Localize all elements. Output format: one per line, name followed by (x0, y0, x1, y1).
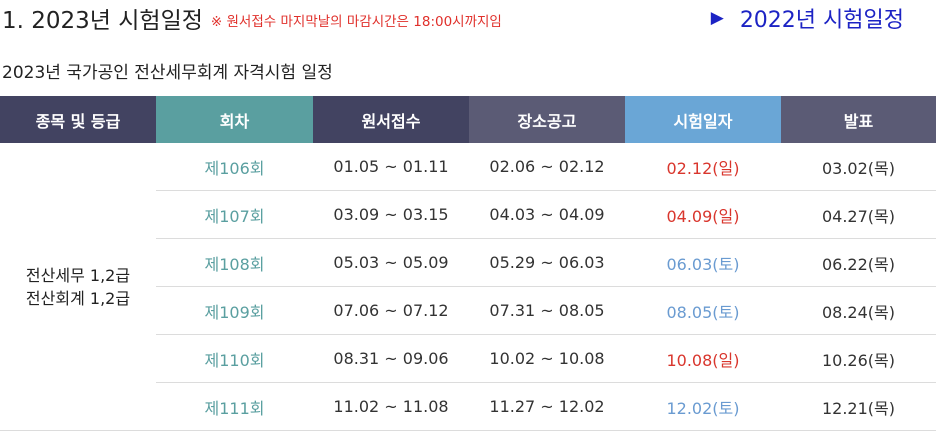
table-header-row: 종목 및 등급 회차 원서접수 장소공고 시험일자 발표 (0, 96, 936, 143)
exam-date-cell: 06.03(토) (625, 238, 781, 287)
application-cell: 01.05 ~ 01.11 (313, 143, 469, 191)
header-location: 장소공고 (469, 96, 625, 143)
header-round: 회차 (156, 96, 313, 143)
exam-date-cell: 02.12(일) (625, 143, 781, 191)
result-cell: 04.27(목) (781, 190, 936, 239)
location-cell: 05.29 ~ 06.03 (469, 238, 625, 287)
round-cell: 제106회 (156, 143, 313, 191)
table-row: 제110회 08.31 ~ 09.06 10.02 ~ 10.08 10.08(… (0, 334, 936, 383)
round-cell: 제108회 (156, 238, 313, 287)
prev-year-schedule-link[interactable]: ▶ 2022년 시험일정 (711, 0, 904, 36)
application-cell: 07.06 ~ 07.12 (313, 286, 469, 335)
round-cell: 제111회 (156, 382, 313, 431)
result-cell: 06.22(목) (781, 238, 936, 287)
header-grade: 종목 및 등급 (0, 96, 156, 143)
schedule-subtitle: 2023년 국가공인 전산세무회계 자격시험 일정 (2, 63, 333, 83)
grade-line-tax: 전산세무 1,2급 (25, 265, 131, 285)
result-cell: 08.24(목) (781, 286, 936, 335)
location-cell: 10.02 ~ 10.08 (469, 334, 625, 383)
application-cell: 08.31 ~ 09.06 (313, 334, 469, 383)
result-cell: 10.26(목) (781, 334, 936, 383)
round-cell: 제107회 (156, 190, 313, 239)
location-cell: 11.27 ~ 12.02 (469, 382, 625, 431)
header-exam-date: 시험일자 (625, 96, 781, 143)
table-row: 제109회 07.06 ~ 07.12 07.31 ~ 08.05 08.05(… (0, 286, 936, 335)
triangle-right-icon: ▶ (710, 8, 724, 28)
schedule-body: 전산세무 1,2급 전산회계 1,2급 제106회 01.05 ~ 01.11 … (0, 143, 936, 431)
result-cell: 12.21(목) (781, 382, 936, 431)
deadline-notice: ※ 원서접수 마지막날의 마감시간은 18:00시까지임 (210, 14, 502, 30)
result-cell: 03.02(목) (781, 143, 936, 191)
table-row: 제107회 03.09 ~ 03.15 04.03 ~ 04.09 04.09(… (0, 190, 936, 239)
round-cell: 제110회 (156, 334, 313, 383)
location-cell: 07.31 ~ 08.05 (469, 286, 625, 335)
exam-date-cell: 12.02(토) (625, 382, 781, 431)
location-cell: 04.03 ~ 04.09 (469, 190, 625, 239)
page-title: 1. 2023년 시험일정 (2, 8, 203, 34)
exam-schedule-table: 종목 및 등급 회차 원서접수 장소공고 시험일자 발표 전산세무 1,2급 전… (0, 96, 936, 431)
title-row: 1. 2023년 시험일정 ※ 원서접수 마지막날의 마감시간은 18:00시까… (2, 0, 936, 36)
grade-line-accounting: 전산회계 1,2급 (25, 288, 131, 308)
table-row: 제108회 05.03 ~ 05.09 05.29 ~ 06.03 06.03(… (0, 238, 936, 287)
exam-date-cell: 04.09(일) (625, 190, 781, 239)
grade-cell: 전산세무 1,2급 전산회계 1,2급 (0, 143, 156, 431)
location-cell: 02.06 ~ 02.12 (469, 143, 625, 191)
table-row: 전산세무 1,2급 전산회계 1,2급 제106회 01.05 ~ 01.11 … (0, 143, 936, 431)
prev-year-schedule-label: 2022년 시험일정 (739, 8, 904, 33)
exam-date-cell: 10.08(일) (625, 334, 781, 383)
round-cell: 제109회 (156, 286, 313, 335)
exam-date-cell: 08.05(토) (625, 286, 781, 335)
application-cell: 03.09 ~ 03.15 (313, 190, 469, 239)
header-result: 발표 (781, 96, 936, 143)
application-cell: 05.03 ~ 05.09 (313, 238, 469, 287)
application-cell: 11.02 ~ 11.08 (313, 382, 469, 431)
header-application: 원서접수 (313, 96, 469, 143)
table-row: 제111회 11.02 ~ 11.08 11.27 ~ 12.02 12.02(… (0, 382, 936, 431)
